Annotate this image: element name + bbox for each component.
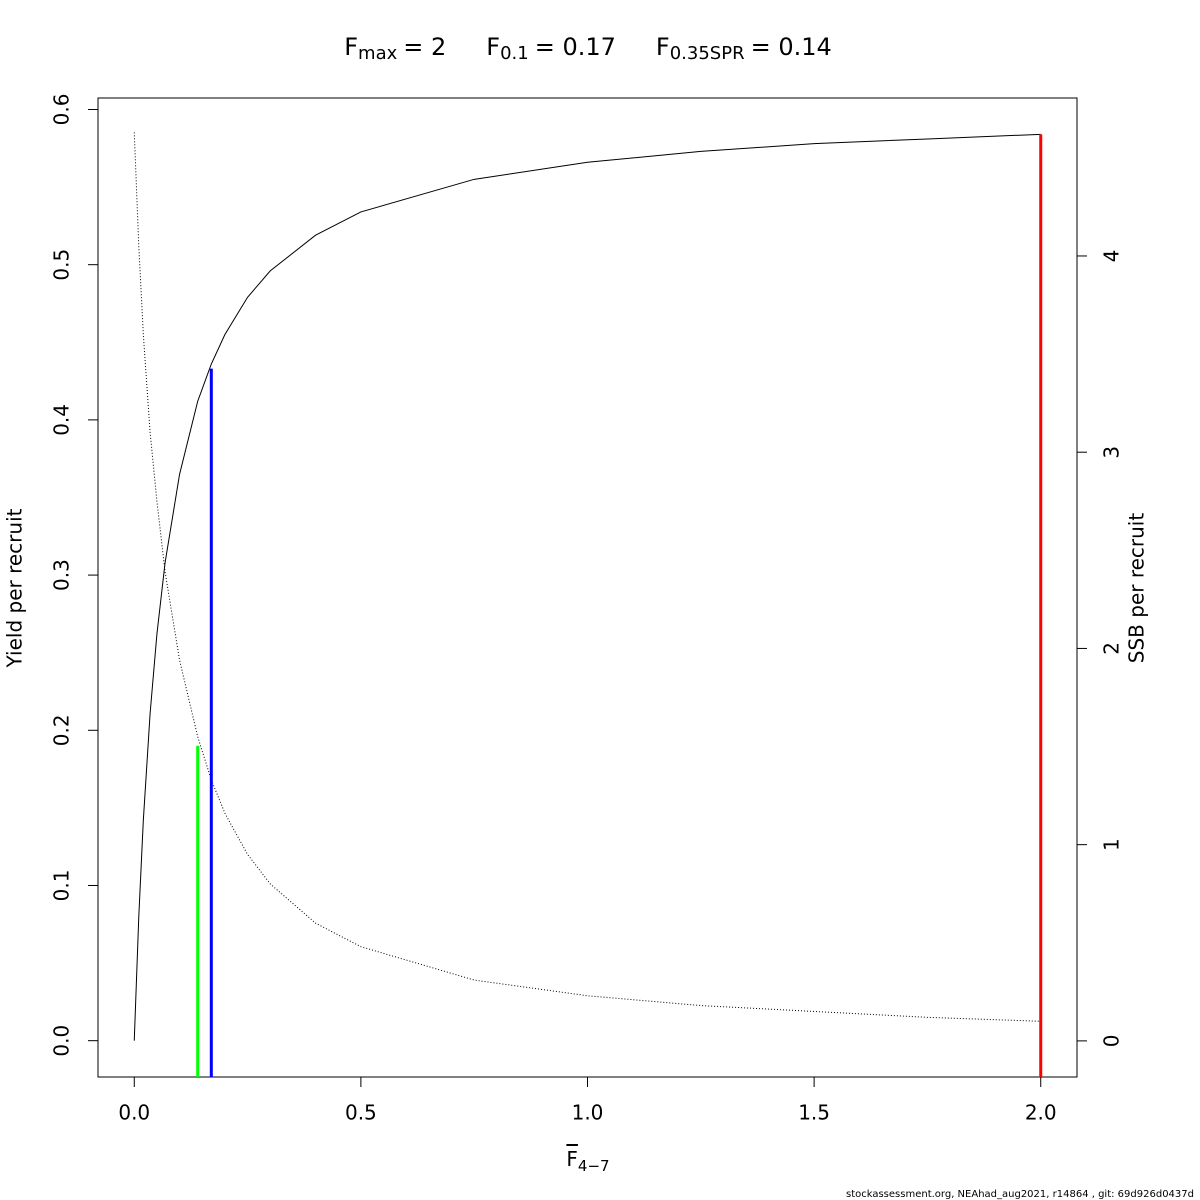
title-value: = 2 xyxy=(403,33,446,61)
y2-tick-label: 3 xyxy=(1100,446,1124,459)
x-axis-label: F4−7 xyxy=(566,1147,609,1175)
x-tick-label: 0.5 xyxy=(345,1101,377,1125)
x-tick-label: 0.0 xyxy=(118,1101,150,1125)
x-tick-label: 1.0 xyxy=(572,1101,604,1125)
plot-frame xyxy=(97,97,1078,1078)
y-tick-label: 0.1 xyxy=(50,870,74,902)
y-tick-label: 0.3 xyxy=(50,559,74,591)
title-subscript: 0.1 xyxy=(500,43,529,64)
title-subscript: max xyxy=(358,43,398,64)
y2-tick-label: 0 xyxy=(1100,1035,1124,1048)
y-tick-label: 0.2 xyxy=(50,714,74,746)
x-tick-label: 1.5 xyxy=(798,1101,830,1125)
x-label-main: F xyxy=(566,1147,578,1171)
y2-axis-label: SSB per recruit xyxy=(1125,513,1149,664)
y2-tick-label: 4 xyxy=(1100,250,1124,263)
footer: stockassessment.org, NEAhad_aug2021, r14… xyxy=(846,1189,1194,1200)
chart-title: Fmax = 2 F0.1 = 0.17 F0.35SPR = 0.14 xyxy=(344,33,832,64)
y-axis-label: Yield per recruit xyxy=(3,508,27,668)
y-tick-label: 0.5 xyxy=(50,249,74,281)
title-symbol: F xyxy=(344,33,358,61)
y-tick-label: 0.6 xyxy=(50,94,74,126)
title-subscript: 0.35SPR xyxy=(670,43,745,64)
y2-tick-label: 1 xyxy=(1100,838,1124,851)
series-line xyxy=(133,133,1041,1041)
series-line xyxy=(133,132,1041,1022)
x-label-sub: 4−7 xyxy=(578,1157,610,1175)
title-value: = 0.14 xyxy=(751,33,832,61)
title-symbol: F xyxy=(656,33,670,61)
y2-tick-label: 2 xyxy=(1100,642,1124,655)
y-tick-label: 0.0 xyxy=(50,1025,74,1057)
title-symbol: F xyxy=(486,33,500,61)
x-tick-label: 2.0 xyxy=(1025,1101,1057,1125)
y-tick-label: 0.4 xyxy=(50,404,74,436)
title-value: = 0.17 xyxy=(535,33,616,61)
